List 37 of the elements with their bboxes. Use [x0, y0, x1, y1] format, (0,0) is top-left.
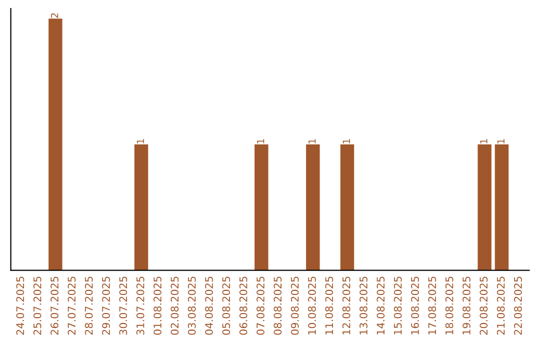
x-tick-label: 02.08.2025 — [170, 276, 179, 335]
x-tick-label: 15.08.2025 — [394, 276, 402, 334]
data-label: 1 — [136, 139, 144, 144]
x-tick-label: 24.07.2025 — [16, 276, 24, 335]
x-tick-label: 30.07.2025 — [119, 276, 128, 335]
x-tick-label: 26.07.2025 — [50, 276, 58, 335]
x-tick-label: 31.07.2025 — [136, 276, 144, 335]
x-tick-label: 28.07.2025 — [84, 276, 93, 335]
x-tick-label: 05.08.2025 — [222, 276, 230, 335]
x-tick-label: 17.08.2025 — [428, 276, 436, 334]
data-label: 1 — [497, 139, 504, 144]
x-tick-label: 27.07.2025 — [68, 276, 76, 335]
x-tick-label: 29.07.2025 — [102, 276, 110, 335]
data-label: 1 — [342, 139, 350, 144]
x-tick-label: 22.08.2025 — [514, 276, 522, 335]
x-tick-label: 09.08.2025 — [290, 276, 299, 335]
x-tick-label: 18.08.2025 — [445, 276, 454, 334]
x-tick-label: 12.08.2025 — [342, 276, 350, 334]
x-tick-label: 06.08.2025 — [239, 276, 248, 335]
x-tick-label: 01.08.2025 — [154, 276, 162, 335]
x-tick-label: 07.08.2025 — [256, 276, 264, 335]
data-label: 1 — [480, 139, 488, 144]
x-tick-label: 25.07.2025 — [33, 276, 42, 335]
x-tick-label: 14.08.2025 — [376, 276, 385, 334]
x-tick-label: 10.08.2025 — [308, 276, 316, 334]
x-tick-label: 21.08.2025 — [496, 276, 505, 335]
data-label: 1 — [308, 139, 316, 144]
data-label: 1 — [257, 139, 264, 144]
x-tick-label: 20.08.2025 — [480, 276, 488, 335]
x-tick-label: 04.08.2025 — [205, 276, 213, 335]
x-tick-label: 16.08.2025 — [411, 276, 419, 334]
x-tick-label: 11.08.2025 — [325, 276, 334, 334]
data-label: 2 — [50, 13, 58, 18]
x-tick-label: 03.08.2025 — [188, 276, 196, 335]
x-tick-label: 19.08.2025 — [462, 276, 470, 334]
x-tick-label: 08.08.2025 — [274, 276, 282, 335]
x-tick-label: 13.08.2025 — [360, 276, 368, 334]
